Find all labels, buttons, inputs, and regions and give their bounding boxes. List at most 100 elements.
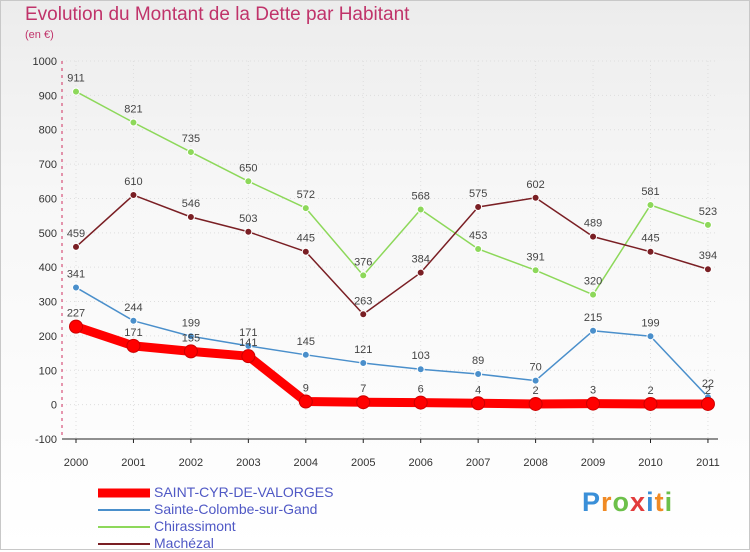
data-point [359,359,368,368]
data-label: 6 [418,384,424,396]
data-label: 503 [239,213,257,225]
data-label: 821 [124,104,142,116]
y-tick-label: 800 [39,125,57,137]
data-label: 199 [641,317,659,329]
legend-label: Chirassimont [154,518,236,534]
data-label: 2 [647,385,653,397]
data-point [301,247,310,256]
x-tick-label: 2009 [581,457,605,469]
data-point [301,350,310,359]
data-label: 4 [475,384,481,396]
data-label: 227 [67,308,85,320]
data-point [531,376,540,385]
data-label: 171 [239,327,257,339]
chart-unit-label: (en €) [25,29,54,41]
data-label: 22 [702,378,714,390]
data-point [589,326,598,335]
data-point [244,177,253,186]
data-label: 735 [182,133,200,145]
logo-letter: t [654,487,665,517]
data-label: 2 [533,385,539,397]
data-point [416,268,425,277]
data-label: 581 [641,186,659,198]
data-point [69,319,83,334]
data-label: 445 [297,233,315,245]
data-point [474,203,483,212]
data-point [359,310,368,319]
data-point [528,396,543,411]
y-tick-label: -100 [35,434,57,446]
data-point [72,242,80,251]
data-label: 70 [529,362,541,374]
y-tick-label: 0 [51,400,57,412]
data-point [416,205,425,214]
data-label: 568 [412,190,430,202]
data-point [474,370,483,379]
data-label: 376 [354,256,372,268]
series-line [71,322,713,409]
data-label: 199 [182,317,200,329]
legend-label: SAINT-CYR-DE-VALORGES [154,484,334,500]
data-point [301,204,310,213]
x-tick-label: 2005 [351,457,375,469]
data-label: 489 [584,218,602,230]
data-label: 244 [124,302,142,314]
data-point [241,349,256,364]
data-label: 610 [124,176,142,188]
legend-label: Machézal [154,535,214,551]
logo-letter: i [646,487,655,517]
legend-swatch [98,525,150,528]
data-point [643,396,658,411]
y-tick-label: 400 [39,262,57,274]
data-point [589,290,598,299]
data-label: 121 [354,344,372,356]
data-label: 141 [239,337,257,349]
data-label: 263 [354,295,372,307]
data-point [129,191,138,200]
x-tick-label: 2008 [523,457,547,469]
data-label: 523 [699,206,717,218]
data-label: 155 [182,332,200,344]
data-point [474,244,483,253]
data-label: 572 [297,189,315,201]
legend-swatch [98,508,150,511]
data-label: 459 [67,228,85,240]
data-point [586,396,601,411]
data-label: 2 [705,385,711,397]
x-tick-label: 2010 [638,457,662,469]
data-label: 445 [641,233,659,245]
data-point [471,396,486,411]
data-label: 3 [590,385,596,397]
data-label: 384 [412,254,430,266]
x-tick-label: 2007 [466,457,490,469]
proxiti-logo: Proxiti [582,487,673,518]
x-tick-label: 2000 [64,457,88,469]
data-point [244,227,253,236]
data-label: 9 [303,383,309,395]
y-tick-label: 500 [39,228,57,240]
data-label: 391 [526,251,544,263]
data-point [298,394,313,409]
data-label: 145 [297,336,315,348]
series-line [75,90,709,296]
data-point [129,118,138,127]
logo-letter: x [630,487,647,517]
logo-letter: i [664,487,674,517]
y-tick-label: 1000 [33,56,57,68]
data-label: 103 [412,350,430,362]
data-label: 575 [469,188,487,200]
data-point [531,193,540,202]
data-point [589,232,598,241]
data-point [129,316,138,325]
data-point [416,365,425,374]
legend-label: Sainte-Colombe-sur-Gand [154,501,318,517]
x-tick-label: 2001 [121,457,145,469]
x-tick-label: 2011 [696,457,720,469]
data-point [126,338,141,353]
logo-letter: o [612,487,631,517]
legend-swatch [98,542,150,545]
x-tick-label: 2004 [294,457,318,469]
y-tick-label: 600 [39,193,57,205]
